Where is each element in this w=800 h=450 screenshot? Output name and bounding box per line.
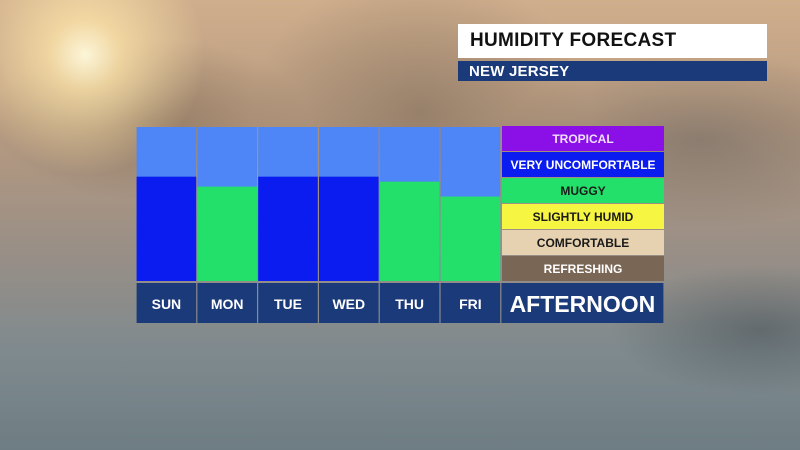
location-label: NEW JERSEY	[469, 62, 570, 80]
legend-comfortable: COMFORTABLE	[502, 230, 664, 255]
legend-tropical: TROPICAL	[502, 126, 664, 151]
title-box: HUMIDITY FORECAST	[458, 24, 767, 58]
legend-slightly-humid: SLIGHTLY HUMID	[502, 204, 664, 229]
day-cell-tue	[258, 283, 318, 323]
bar-wed	[319, 176, 379, 281]
day-label-tue: TUE	[274, 296, 302, 312]
day-cell-mon	[197, 283, 257, 323]
day-label-fri: FRI	[459, 296, 482, 312]
legend-very-uncomfortable: VERY UNCOMFORTABLE	[502, 152, 664, 177]
page-title: HUMIDITY FORECAST	[470, 30, 677, 51]
day-label-mon: MON	[211, 296, 244, 312]
day-cell-fri	[440, 283, 501, 323]
day-label-thu: THU	[395, 296, 424, 312]
bar-sun	[136, 176, 197, 281]
bar-thu	[379, 181, 440, 281]
bar-tue	[258, 176, 318, 281]
day-cell-sun	[136, 283, 197, 323]
day-label-sun: SUN	[152, 296, 182, 312]
period-cell	[501, 283, 664, 323]
bar-fri	[440, 196, 501, 281]
bar-mon	[197, 186, 257, 281]
period-label: AFTERNOON	[510, 291, 656, 317]
day-cell-thu	[379, 283, 440, 323]
day-label-wed: WED	[332, 296, 365, 312]
legend-refreshing: REFRESHING	[502, 256, 664, 281]
day-cell-wed	[319, 283, 379, 323]
legend-muggy: MUGGY	[502, 178, 664, 203]
location-box: NEW JERSEY	[458, 61, 767, 81]
